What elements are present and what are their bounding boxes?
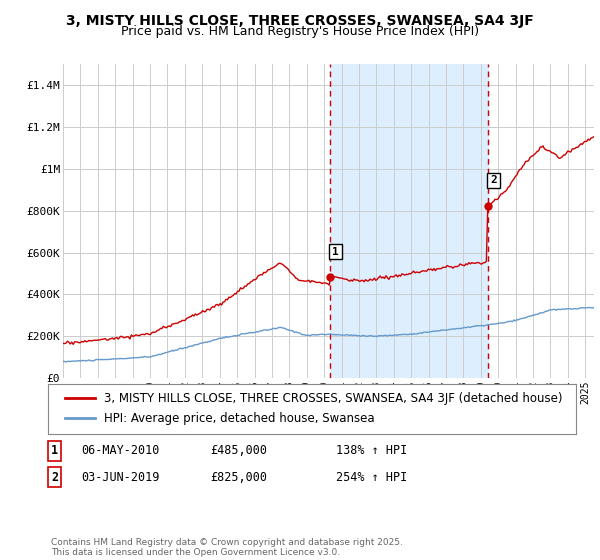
Text: Contains HM Land Registry data © Crown copyright and database right 2025.
This d: Contains HM Land Registry data © Crown c… [51,538,403,557]
Text: Price paid vs. HM Land Registry's House Price Index (HPI): Price paid vs. HM Land Registry's House … [121,25,479,38]
Text: 2: 2 [51,470,58,484]
Text: 3, MISTY HILLS CLOSE, THREE CROSSES, SWANSEA, SA4 3JF: 3, MISTY HILLS CLOSE, THREE CROSSES, SWA… [66,14,534,28]
Text: £825,000: £825,000 [210,470,267,484]
Text: 03-JUN-2019: 03-JUN-2019 [81,470,160,484]
Text: 06-MAY-2010: 06-MAY-2010 [81,444,160,458]
Text: £485,000: £485,000 [210,444,267,458]
Bar [330,64,488,378]
Text: 2: 2 [490,175,497,185]
Text: 138% ↑ HPI: 138% ↑ HPI [336,444,407,458]
Legend: 3, MISTY HILLS CLOSE, THREE CROSSES, SWANSEA, SA4 3JF (detached house), HPI: Ave: 3, MISTY HILLS CLOSE, THREE CROSSES, SWA… [59,386,568,431]
Text: 254% ↑ HPI: 254% ↑ HPI [336,470,407,484]
Text: 1: 1 [51,444,58,458]
Text: 1: 1 [332,246,339,256]
